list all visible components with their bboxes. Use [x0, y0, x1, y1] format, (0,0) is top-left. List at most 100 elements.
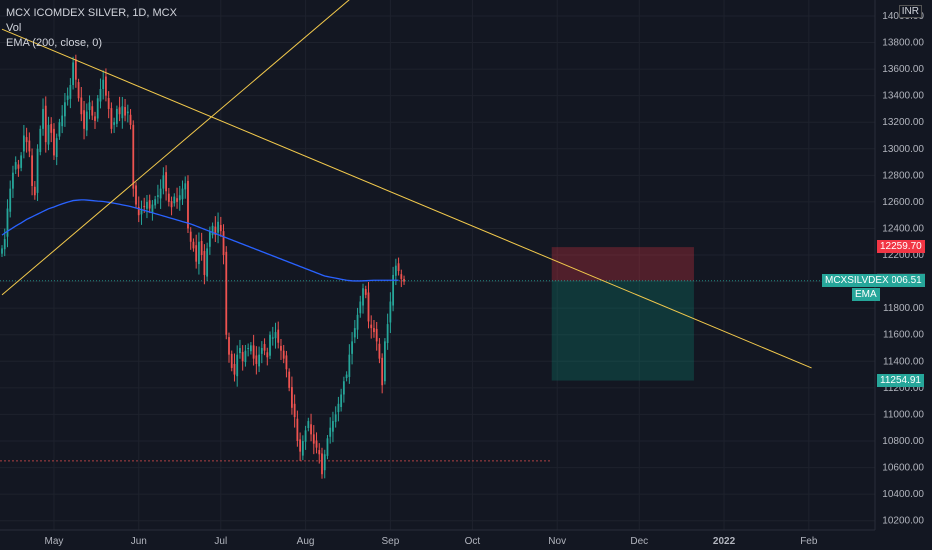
candle-body: [249, 345, 252, 352]
candle-body: [17, 164, 20, 169]
price-tick-label: 13200.00: [882, 117, 924, 128]
candle-body: [36, 148, 39, 193]
time-tick-label: Aug: [297, 536, 315, 547]
price-tick-label: 13600.00: [882, 64, 924, 75]
candle-body: [154, 199, 157, 206]
candle-body: [296, 418, 299, 442]
candle-body: [156, 195, 159, 197]
candle-body: [115, 108, 118, 124]
candle-body: [228, 337, 230, 355]
candle-body: [381, 357, 384, 386]
candle-body: [64, 102, 66, 117]
candle-body: [80, 97, 83, 115]
price-tick-label: 12800.00: [882, 170, 924, 181]
candle-body: [239, 348, 241, 354]
candle-body: [69, 85, 72, 99]
candle-body: [173, 196, 176, 204]
candle-body: [85, 111, 88, 131]
candle-body: [288, 371, 291, 388]
candle-body: [236, 354, 239, 377]
candle-body: [337, 403, 340, 413]
candle-body: [378, 343, 381, 359]
candle-body: [118, 107, 121, 115]
candle-body: [192, 241, 195, 249]
candle-body: [252, 345, 255, 359]
candle-body: [146, 201, 148, 209]
time-tick-label: Sep: [381, 536, 399, 547]
candle-body: [301, 441, 304, 456]
price-tick-label: 12600.00: [882, 197, 924, 208]
price-tick-label: 11200.00: [883, 383, 924, 394]
candle-body: [137, 206, 140, 216]
price-tick-label: 12200.00: [882, 250, 924, 261]
candle-body: [124, 107, 126, 116]
candle-body: [140, 209, 143, 215]
price-tick-label: 12400.00: [882, 223, 924, 234]
candle-body: [274, 332, 277, 339]
candle-body: [31, 155, 33, 186]
candle-body: [266, 352, 269, 358]
price-tick-label: 13000.00: [882, 144, 924, 155]
candle-body: [187, 180, 189, 229]
candle-body: [9, 188, 12, 212]
time-tick-label: 2022: [713, 536, 736, 547]
candle-body: [132, 124, 135, 189]
candle-body: [386, 324, 389, 343]
candle-body: [260, 348, 263, 354]
candle-body: [373, 328, 375, 333]
ema-line: [1, 199, 399, 282]
candle-body: [356, 314, 359, 330]
candle-body: [304, 430, 307, 442]
time-tick-label: Jun: [131, 536, 147, 547]
chart-grid: [0, 0, 875, 530]
candle-body: [181, 188, 184, 200]
candle-body: [233, 363, 236, 375]
currency-badge[interactable]: INR: [898, 5, 922, 18]
candles: [1, 54, 405, 479]
symbol-title[interactable]: MCX ICOMDEX SILVER, 1D, MCX: [6, 7, 177, 19]
price-tick-label: 10600.00: [882, 463, 924, 474]
volume-indicator-label[interactable]: Vol: [6, 22, 22, 34]
price-tick-label: 10800.00: [882, 436, 924, 447]
candle-body: [332, 421, 334, 432]
candle-body: [39, 128, 42, 152]
candle-body: [91, 106, 94, 116]
candle-body: [241, 352, 244, 362]
candle-body: [66, 95, 69, 100]
candle-body: [340, 394, 343, 407]
candle-body: [403, 278, 405, 282]
candle-body: [12, 172, 14, 189]
ema-indicator-label[interactable]: EMA (200, close, 0): [6, 37, 102, 49]
candle-body: [293, 403, 296, 418]
candle-body: [400, 274, 403, 279]
price-tick-label: 13800.00: [882, 38, 924, 49]
candle-body: [28, 140, 31, 152]
chart-legend: MCX ICOMDEX SILVER, 1D, MCX Vol EMA (200…: [6, 6, 177, 51]
candle-body: [50, 124, 53, 133]
candle-body: [208, 231, 211, 247]
candle-body: [42, 108, 44, 129]
price-tag: 11254.91: [877, 373, 924, 387]
candle-body: [61, 115, 64, 127]
candle-body: [83, 110, 85, 129]
candle-body: [299, 439, 302, 452]
take-profit-zone: [551, 280, 694, 381]
candle-body: [44, 105, 47, 143]
candle-body: [230, 353, 233, 368]
candle-body: [351, 341, 353, 354]
trendline: [1, 28, 812, 369]
candle-body: [1, 248, 3, 254]
candle-body: [105, 76, 107, 96]
price-tick-label: 10200.00: [882, 516, 924, 527]
candle-body: [47, 124, 50, 145]
ema-price-tag: EMA: [852, 287, 880, 301]
time-tick-label: Jul: [214, 536, 227, 547]
price-tick-label: 11400.00: [883, 356, 924, 367]
candle-body: [277, 329, 280, 343]
candle-body: [247, 348, 250, 350]
price-tick-label: 13400.00: [882, 91, 924, 102]
candle-body: [102, 79, 105, 89]
candle-body: [33, 186, 36, 196]
trendline: [1, 0, 350, 296]
